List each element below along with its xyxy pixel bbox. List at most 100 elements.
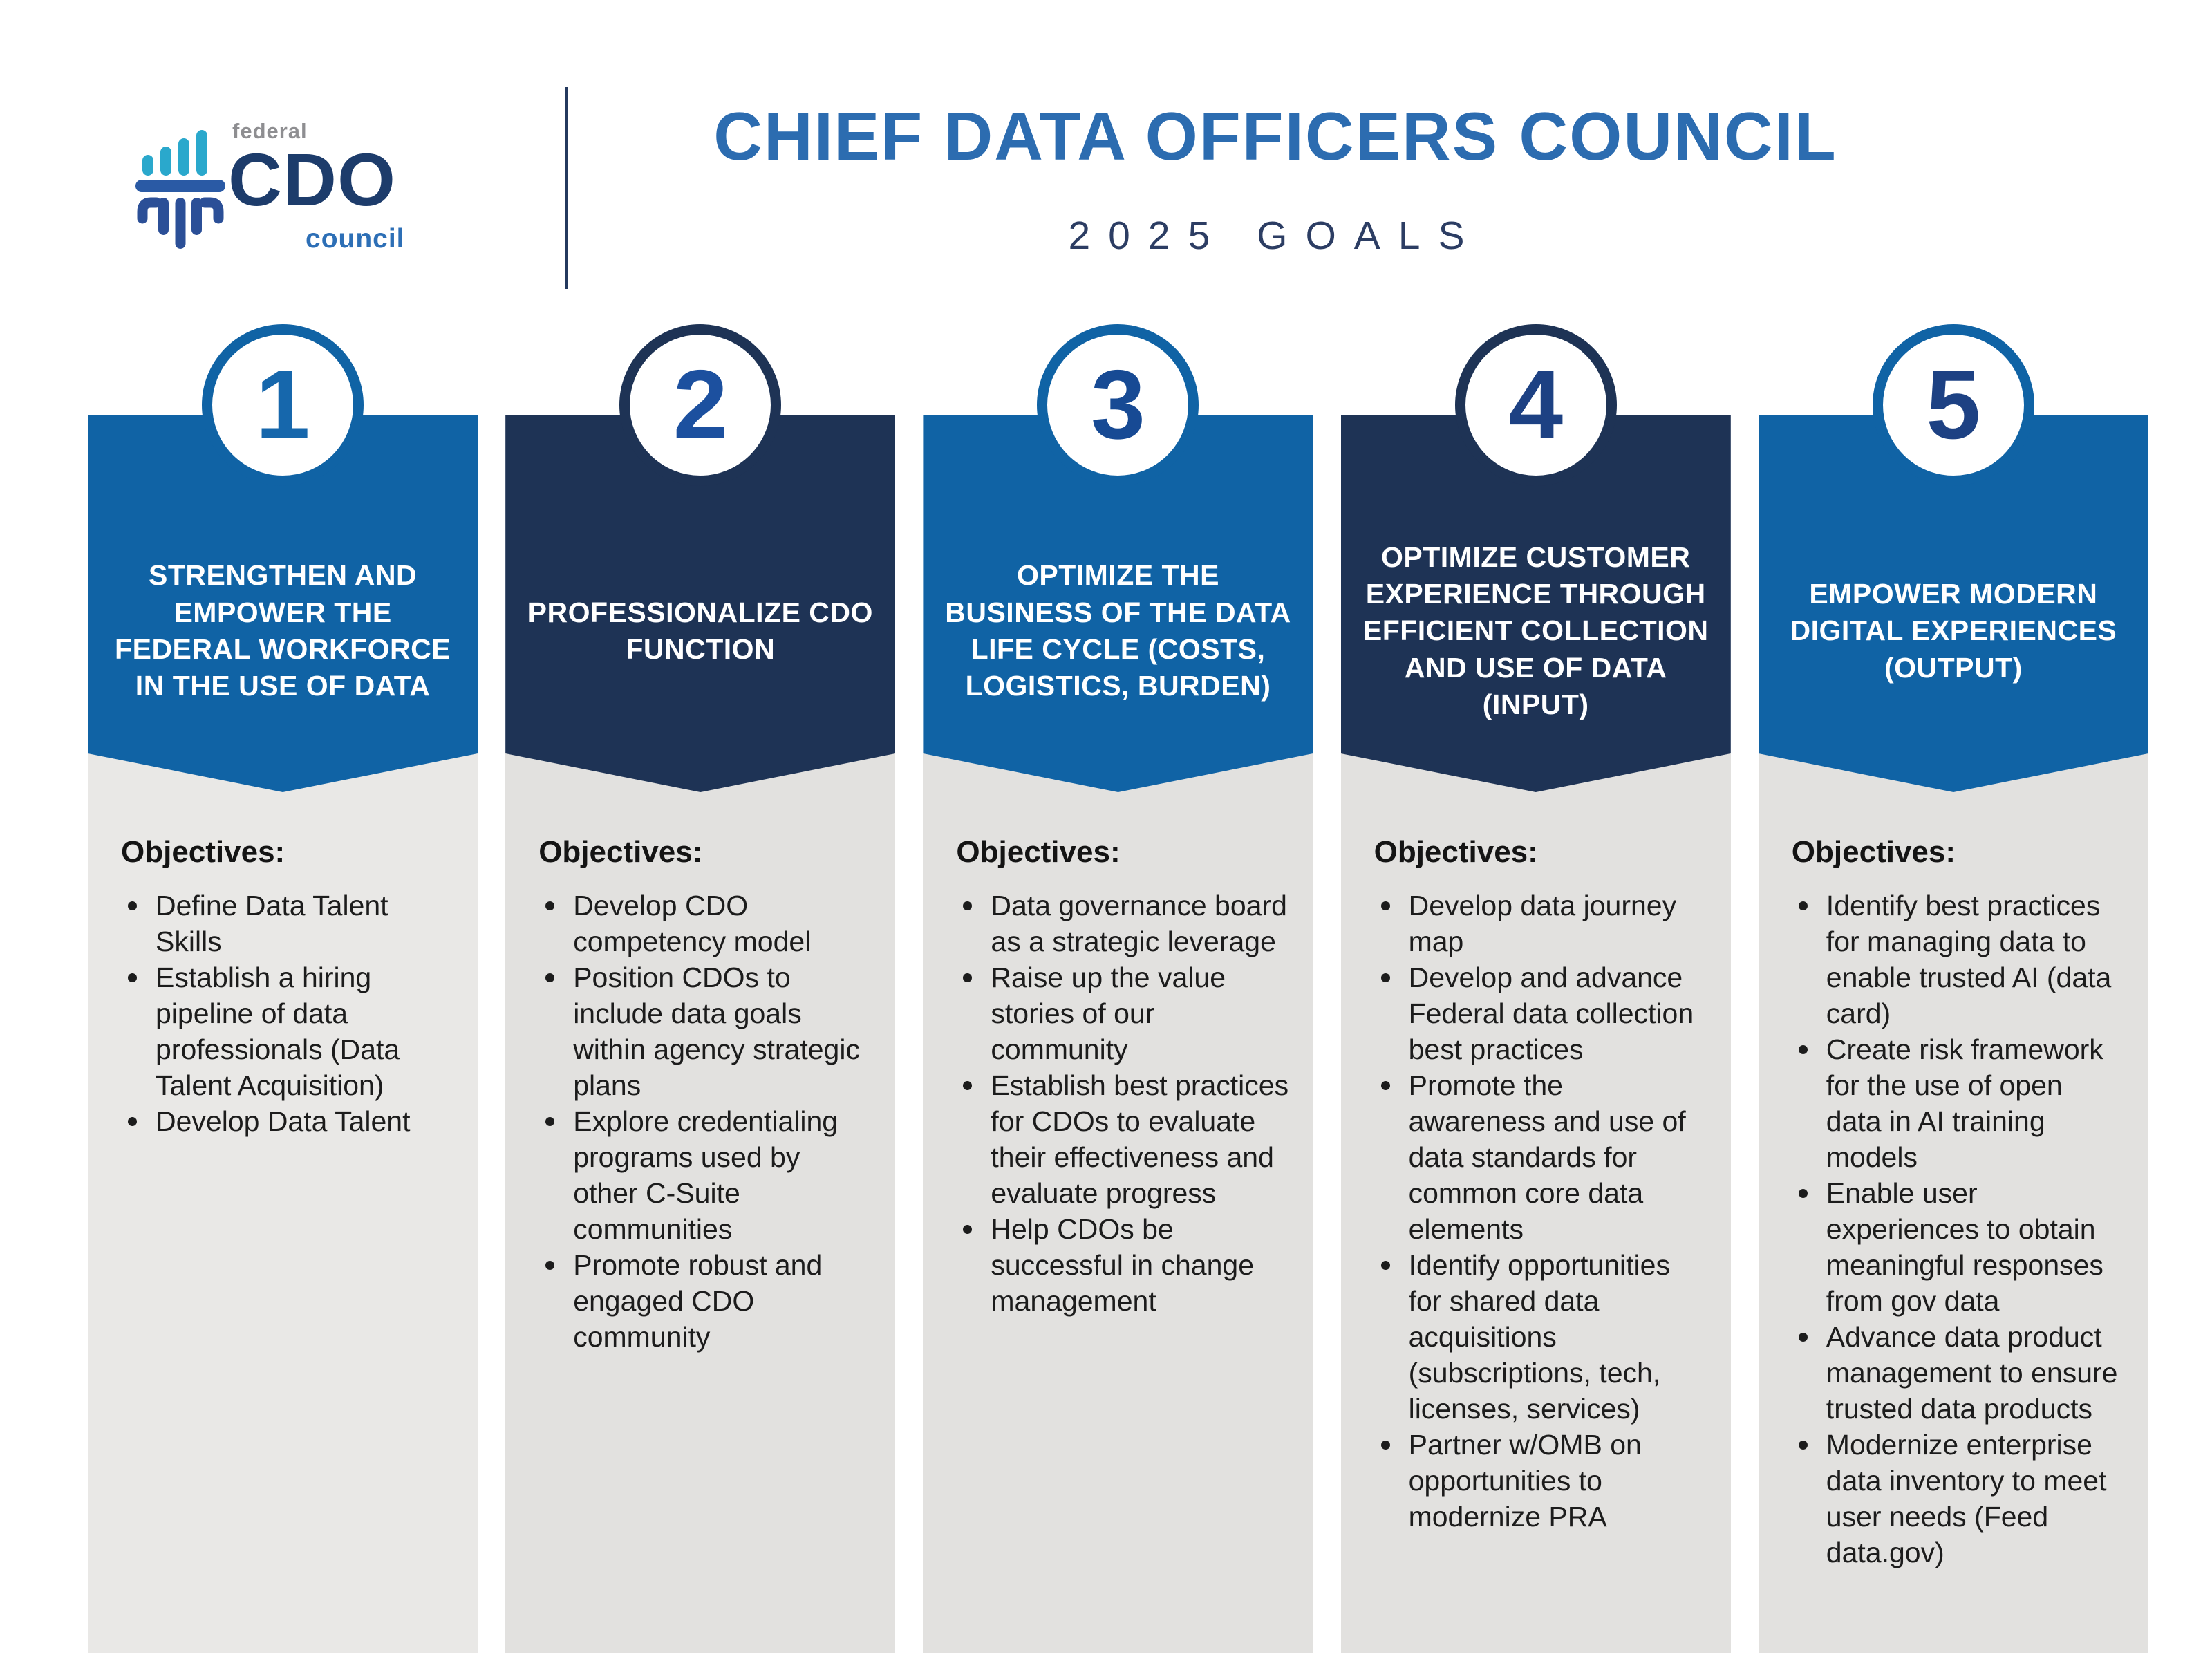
bullet-dot bbox=[963, 1081, 973, 1090]
bullet-dot bbox=[1380, 901, 1390, 910]
objective-text: Develop data journey map bbox=[1408, 890, 1677, 957]
objective-text: Explore credentialing programs used by o… bbox=[573, 1105, 838, 1245]
bullet-dot bbox=[1380, 1081, 1390, 1090]
bullet-dot bbox=[545, 901, 555, 910]
objective-text: Modernize enterprise data inventory to m… bbox=[1826, 1429, 2107, 1568]
objective-item: Develop and advance Federal data collect… bbox=[1380, 959, 1707, 1067]
header-titles: CHIEF DATA OFFICERS COUNCIL 2025 GOALS bbox=[574, 102, 1977, 259]
objective-item: Create risk framework for the use of ope… bbox=[1798, 1031, 2125, 1175]
bullet-dot bbox=[1798, 1045, 1808, 1054]
bullet-dot bbox=[1798, 901, 1808, 910]
objective-text: Develop and advance Federal data collect… bbox=[1408, 962, 1694, 1065]
objective-text: Identify opportunities for shared data a… bbox=[1408, 1249, 1670, 1425]
objective-item: Modernize enterprise data inventory to m… bbox=[1798, 1427, 2125, 1571]
goal-column-4: 4 OPTIMIZE CUSTOMER EXPERIENCE THROUGH E… bbox=[1340, 324, 1731, 1653]
goals-columns: 1 STRENGTHEN AND EMPOWER THE FEDERAL WOR… bbox=[88, 324, 2148, 1653]
objective-item: Explore credentialing programs used by o… bbox=[545, 1103, 872, 1247]
objectives-list: Develop data journey map Develop and adva… bbox=[1374, 888, 1707, 1535]
bullet-dot bbox=[1380, 973, 1390, 982]
objective-text: Help CDOs be successful in change manage… bbox=[991, 1213, 1255, 1317]
objective-text: Establish a hiring pipeline of data prof… bbox=[156, 962, 400, 1101]
objectives-label: Objectives: bbox=[538, 835, 703, 869]
goal-heading: OPTIMIZE CUSTOMER EXPERIENCE THROUGH EFF… bbox=[1362, 541, 1709, 720]
bullet-dot bbox=[1798, 1333, 1808, 1342]
objective-item: Identify best practices for managing dat… bbox=[1798, 888, 2125, 1031]
objective-text: Data governance board as a strategic lev… bbox=[991, 890, 1287, 957]
bullet-dot bbox=[1798, 1189, 1808, 1198]
bullet-dot bbox=[128, 1117, 137, 1126]
goal-number: 2 bbox=[673, 350, 728, 460]
objective-text: Position CDOs to include data goals with… bbox=[573, 962, 860, 1101]
objective-item: Advance data product management to ensur… bbox=[1798, 1319, 2125, 1427]
objective-item: Develop Data Talent bbox=[128, 1103, 454, 1139]
goal-heading: EMPOWER MODERN DIGITAL EXPERIENCES (OUTP… bbox=[1790, 578, 2117, 684]
goal-column-1: 1 STRENGTHEN AND EMPOWER THE FEDERAL WOR… bbox=[88, 324, 478, 1653]
objective-item: Promote robust and engaged CDO community bbox=[545, 1247, 872, 1355]
bullet-dot bbox=[1380, 1261, 1390, 1270]
objectives-list: Develop CDO competency model Position CDO… bbox=[538, 888, 872, 1355]
objective-text: Partner w/OMB on opportunities to modern… bbox=[1408, 1429, 1642, 1533]
bullet-dot bbox=[545, 1261, 555, 1270]
goal-banner: STRENGTHEN AND EMPOWER THE FEDERAL WORKF… bbox=[88, 415, 478, 792]
goal-number: 4 bbox=[1508, 350, 1564, 460]
objective-item: Data governance board as a strategic lev… bbox=[963, 888, 1289, 959]
bullet-dot bbox=[963, 1225, 973, 1234]
goal-heading: STRENGTHEN AND EMPOWER THE FEDERAL WORKF… bbox=[115, 559, 451, 702]
objective-text: Promote the awareness and use of data st… bbox=[1408, 1069, 1686, 1245]
bullet-dot bbox=[128, 901, 137, 910]
goal-number-badge: 3 bbox=[1037, 324, 1199, 486]
objective-text: Establish best practices for CDOs to eva… bbox=[991, 1069, 1289, 1209]
goal-column-3: 3 OPTIMIZE THE BUSINESS OF THE DATA LIFE… bbox=[923, 324, 1313, 1653]
page-subtitle: 2025 GOALS bbox=[1068, 214, 1483, 258]
goal-number-badge: 2 bbox=[619, 324, 782, 486]
objective-text: Identify best practices for managing dat… bbox=[1826, 890, 2112, 1029]
header-divider bbox=[565, 87, 568, 289]
objective-item: Enable user experiences to obtain meanin… bbox=[1798, 1175, 2125, 1319]
bullet-dot bbox=[1380, 1441, 1390, 1450]
objective-text: Advance data product management to ensur… bbox=[1826, 1321, 2118, 1425]
objective-text: Develop Data Talent bbox=[156, 1105, 411, 1137]
logo-federal-text: federal bbox=[232, 119, 308, 143]
objectives-label: Objectives: bbox=[1791, 835, 1956, 869]
bullet-dot bbox=[963, 973, 973, 982]
goal-number: 1 bbox=[255, 350, 310, 460]
goal-number: 3 bbox=[1090, 350, 1145, 460]
objective-item: Identify opportunities for shared data a… bbox=[1380, 1247, 1707, 1427]
goal-objectives-panel: Objectives: Define Data Talent Skills Est… bbox=[88, 753, 478, 1653]
goal-column-5: 5 EMPOWER MODERN DIGITAL EXPERIENCES (OU… bbox=[1758, 324, 2148, 1653]
objective-text: Develop CDO competency model bbox=[573, 890, 812, 957]
objective-item: Establish best practices for CDOs to eva… bbox=[963, 1067, 1289, 1211]
cdo-council-logo: federal CDO council bbox=[135, 118, 433, 263]
objective-item: Partner w/OMB on opportunities to modern… bbox=[1380, 1427, 1707, 1535]
pillar-bar-chart-icon bbox=[135, 130, 225, 249]
bullet-dot bbox=[963, 901, 973, 910]
bullet-dot bbox=[545, 973, 555, 982]
objectives-list: Define Data Talent Skills Establish a hir… bbox=[121, 888, 454, 1139]
goal-number-badge: 5 bbox=[1872, 324, 2034, 486]
objective-item: Develop data journey map bbox=[1380, 888, 1707, 959]
objectives-label: Objectives: bbox=[956, 835, 1121, 869]
goal-heading: PROFESSIONALIZE CDO FUNCTION bbox=[527, 596, 873, 665]
bullet-dot bbox=[1798, 1441, 1808, 1450]
objective-text: Create risk framework for the use of ope… bbox=[1826, 1033, 2103, 1173]
logo-cdo-text: CDO bbox=[228, 138, 396, 221]
objectives-list: Data governance board as a strategic lev… bbox=[956, 888, 1289, 1319]
objective-item: Help CDOs be successful in change manage… bbox=[963, 1211, 1289, 1319]
goal-banner: OPTIMIZE THE BUSINESS OF THE DATA LIFE C… bbox=[923, 415, 1313, 792]
objective-text: Define Data Talent Skills bbox=[156, 890, 388, 957]
goal-objectives-panel: Objectives: Data governance board as a s… bbox=[923, 753, 1313, 1653]
goal-number-badge: 4 bbox=[1454, 324, 1617, 486]
objective-item: Position CDOs to include data goals with… bbox=[545, 959, 872, 1103]
objective-text: Raise up the value stories of our commun… bbox=[991, 962, 1226, 1065]
goal-objectives-panel: Objectives: Develop data journey map Deve… bbox=[1340, 753, 1731, 1653]
objective-item: Establish a hiring pipeline of data prof… bbox=[128, 959, 454, 1103]
objective-item: Raise up the value stories of our commun… bbox=[963, 959, 1289, 1067]
bullet-dot bbox=[128, 973, 137, 982]
objectives-label: Objectives: bbox=[1374, 835, 1538, 869]
goal-banner: OPTIMIZE CUSTOMER EXPERIENCE THROUGH EFF… bbox=[1341, 415, 1731, 792]
objective-text: Enable user experiences to obtain meanin… bbox=[1826, 1177, 2103, 1317]
goal-number: 5 bbox=[1926, 350, 1981, 460]
goal-column-2: 2 PROFESSIONALIZE CDO FUNCTION Objective… bbox=[505, 324, 896, 1653]
goal-heading: OPTIMIZE THE BUSINESS OF THE DATA LIFE C… bbox=[945, 559, 1291, 702]
